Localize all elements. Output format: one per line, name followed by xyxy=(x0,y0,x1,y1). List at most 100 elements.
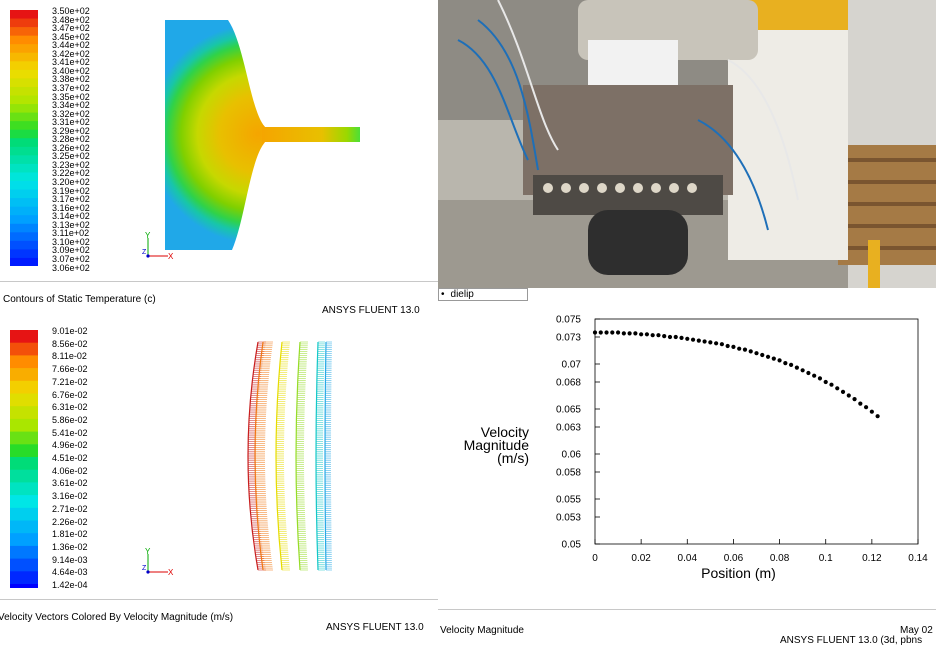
plot-legend: • dielip xyxy=(438,288,528,301)
velocity-colorbar-swatch xyxy=(10,584,38,588)
y-tick-label: 0.068 xyxy=(556,378,581,389)
data-point xyxy=(823,379,828,385)
temperature-caption: Contours of Static Temperature (c) xyxy=(3,294,156,305)
temperature-colorbar-swatch xyxy=(10,52,38,62)
y-tick-label: 0.058 xyxy=(556,468,581,479)
temperature-colorbar-label: 3.19e+02 xyxy=(52,185,90,196)
temperature-colorbar-label: 3.09e+02 xyxy=(52,245,90,256)
temperature-colorbar-swatch xyxy=(10,138,38,148)
velocity-colorbar-label: 4.51e-02 xyxy=(52,453,88,463)
temperature-colorbar-swatch xyxy=(10,163,38,174)
y-tick-label: 0.06 xyxy=(562,450,582,461)
velocity-colorbar-swatch xyxy=(10,507,38,522)
temperature-colorbar-label: 3.10e+02 xyxy=(52,236,90,247)
velocity-colorbar-label: 3.61e-02 xyxy=(52,478,88,489)
data-point xyxy=(800,368,805,373)
velocity-colorbar-swatch xyxy=(10,406,38,420)
temperature-colorbar-label: 3.44e+02 xyxy=(52,40,90,51)
temperature-colorbar-swatch xyxy=(10,249,38,259)
temperature-colorbar-swatch xyxy=(10,78,38,88)
velocity-colorbar-label: 9.01e-02 xyxy=(52,326,88,336)
temperature-colorbar-label: 3.07e+02 xyxy=(52,253,90,264)
temperature-colorbar-label: 3.26e+02 xyxy=(52,142,90,153)
data-point xyxy=(783,361,788,366)
data-point xyxy=(771,356,776,361)
velocity-colorbar-label: 4.64e-03 xyxy=(52,567,88,578)
x-tick-label: 0.14 xyxy=(908,553,928,564)
temperature-colorbar-swatch xyxy=(10,112,38,122)
x-tick-label: 0.04 xyxy=(678,553,698,564)
data-point xyxy=(685,336,690,341)
velocity-colorbar-label: 8.11e-02 xyxy=(52,351,87,362)
y-tick-label: 0.063 xyxy=(556,423,581,434)
velocity-colorbar-label: 7.21e-02 xyxy=(52,376,88,387)
extrusion-die-photo-icon xyxy=(438,0,936,288)
data-point xyxy=(869,409,874,414)
data-point xyxy=(644,332,650,337)
data-point xyxy=(754,351,759,356)
temperature-colorbar-label: 3.06e+02 xyxy=(52,262,90,273)
data-point xyxy=(748,349,753,354)
data-point xyxy=(806,370,811,376)
temperature-colorbar-swatch xyxy=(10,86,38,97)
temperature-colorbar-swatch xyxy=(10,44,38,54)
velocity-colorbar-swatch xyxy=(10,418,38,433)
velocity-colorbar-label: 2.26e-02 xyxy=(52,516,88,527)
x-tick-label: 0.06 xyxy=(724,553,744,564)
velocity-vectors-caption: Velocity Vectors Colored By Velocity Mag… xyxy=(0,612,234,623)
axis-triad-icon: Y X Z xyxy=(142,548,174,577)
data-point xyxy=(731,344,736,349)
temperature-colorbar-label: 3.28e+02 xyxy=(52,134,90,145)
velocity-colorbar-label: 1.42e-04 xyxy=(52,580,88,590)
temperature-colorbar-label: 3.48e+02 xyxy=(52,14,90,25)
temperature-colorbar-label: 3.11e+02 xyxy=(52,228,90,239)
velocity-xy-plot-panel: • dielip 0 0.02 0.04 0.06 0.08 0.1 0.12 0.14 0.05… xyxy=(438,288,936,646)
velocity-colorbar-swatch xyxy=(10,545,38,560)
y-tick-label: 0.053 xyxy=(556,513,581,524)
data-point xyxy=(794,365,799,370)
data-point xyxy=(673,334,678,340)
temperature-colorbar-label: 3.20e+02 xyxy=(52,177,90,187)
y-tick-label: 0.07 xyxy=(562,360,582,371)
velocity-colorbar-swatch xyxy=(10,558,38,572)
y-tick-label: 0.075 xyxy=(556,315,581,326)
legend-entry: dielip xyxy=(450,289,474,300)
temperature-colorbar-label: 3.25e+02 xyxy=(52,151,90,162)
velocity-colorbar-label: 4.06e-02 xyxy=(52,465,88,476)
legend-marker-icon: • xyxy=(441,289,445,300)
data-point xyxy=(852,397,857,402)
y-axis-label: (m/s) xyxy=(497,450,529,466)
temperature-colorbar-swatch xyxy=(10,61,38,71)
data-point xyxy=(760,352,765,358)
data-point xyxy=(696,338,701,343)
velocity-colorbar-swatch xyxy=(10,431,38,445)
velocity-colorbar-swatch xyxy=(10,368,38,382)
temperature-colorbar-label: 3.13e+02 xyxy=(52,219,90,230)
velocity-colorbar-label: 7.66e-02 xyxy=(52,364,88,375)
velocity-colorbar-label: 9.14e-03 xyxy=(52,554,88,565)
temperature-colorbar-swatch xyxy=(10,10,38,20)
y-tick-label: 0.05 xyxy=(562,540,582,551)
data-point xyxy=(679,335,684,340)
svg-text:Z: Z xyxy=(142,565,147,572)
temperature-colorbar-swatch xyxy=(10,95,38,105)
data-point xyxy=(840,389,846,394)
temperature-colorbar-label: 3.14e+02 xyxy=(52,211,90,222)
data-point xyxy=(863,405,869,410)
temperature-colorbar-swatch xyxy=(10,257,38,266)
temperature-colorbar-label: 3.29e+02 xyxy=(52,125,90,136)
velocity-colorbar-swatch xyxy=(10,469,38,483)
x-tick-label: 0.12 xyxy=(862,553,882,564)
data-point xyxy=(627,331,632,336)
temperature-colorbar-label: 3.42e+02 xyxy=(52,48,90,59)
temperature-colorbar-label: 3.31e+02 xyxy=(52,117,90,128)
temperature-colorbar-label: 3.47e+02 xyxy=(52,23,90,34)
data-point xyxy=(829,382,834,387)
temperature-colorbar xyxy=(10,10,38,266)
x-axis-label: Position (m) xyxy=(701,565,776,581)
velocity-colorbar xyxy=(10,330,38,588)
velocity-vector-lines xyxy=(247,341,332,571)
data-point xyxy=(737,346,742,351)
velocity-colorbar-label: 8.56e-02 xyxy=(52,338,88,349)
temperature-colorbar-swatch xyxy=(10,104,38,114)
